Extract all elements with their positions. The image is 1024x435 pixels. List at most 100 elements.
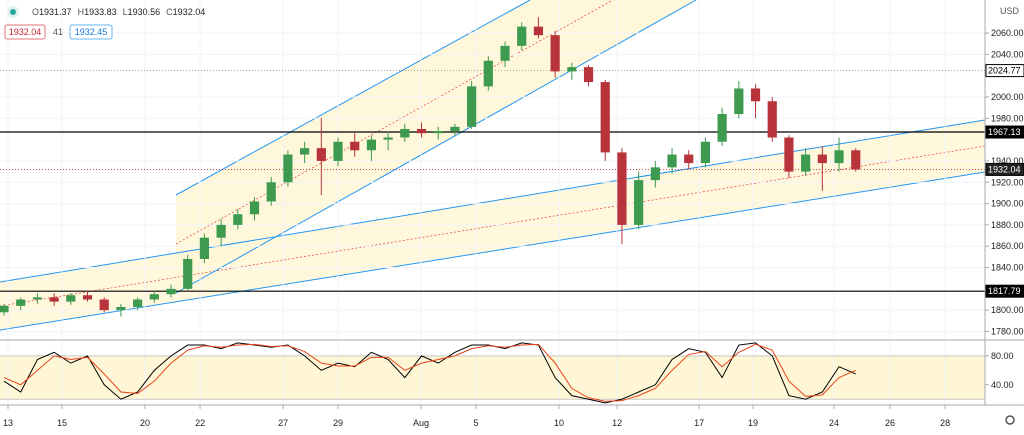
y-tick-label: 1840.00 <box>991 263 1024 273</box>
y-tick-label: 1880.00 <box>991 220 1024 230</box>
candle-body <box>49 297 59 302</box>
candle-body <box>467 86 477 127</box>
candle-body <box>851 150 861 170</box>
ohlc-key: O <box>32 7 39 17</box>
channel-line <box>0 119 986 283</box>
candle-body <box>0 305 9 313</box>
candle-body <box>617 152 627 225</box>
candle-body <box>450 126 460 132</box>
price-label: 1932.04 <box>988 164 1021 174</box>
ohlc-key: L <box>123 7 128 17</box>
candle-body <box>333 141 343 161</box>
channel-line <box>0 171 986 331</box>
channel-line <box>175 0 531 196</box>
ohlc-key: H <box>78 7 85 17</box>
x-tick-label: 20 <box>140 418 150 428</box>
candle-body <box>483 60 493 87</box>
candle-body <box>834 150 844 164</box>
price-label: 1967.13 <box>988 127 1021 137</box>
candle-body <box>533 26 544 36</box>
candle-body <box>416 128 427 134</box>
y-tick-label: 1980.00 <box>991 113 1024 123</box>
candle-body <box>133 299 143 307</box>
x-tick-label: 5 <box>473 418 478 428</box>
price-label-box <box>985 64 1024 78</box>
channel-mid <box>175 0 614 245</box>
candle-body <box>82 295 93 300</box>
candle-body <box>600 82 610 153</box>
x-tick-label: 28 <box>940 418 950 428</box>
badge-text: 1932.04 <box>9 27 42 37</box>
badge-text: 1932.45 <box>75 27 108 37</box>
currency: USD <box>1000 6 1020 16</box>
candle-body <box>116 306 126 311</box>
x-tick-label: 15 <box>57 418 67 428</box>
candle-body <box>283 154 293 183</box>
price-label: 1817.79 <box>988 286 1021 296</box>
badge <box>4 24 46 40</box>
x-tick-label: 24 <box>829 418 839 428</box>
badge-text: 41 <box>53 27 63 37</box>
candle-body <box>400 128 410 138</box>
settings-icon[interactable] <box>1005 415 1015 425</box>
candle-body <box>183 258 193 289</box>
ohlc-key: C <box>166 7 173 17</box>
candle-body <box>717 114 727 142</box>
candle-body <box>300 148 310 155</box>
price-label: 2024.77 <box>988 66 1021 76</box>
stoch-band <box>0 356 985 399</box>
x-tick-label: 26 <box>885 418 895 428</box>
candle-body <box>32 297 43 300</box>
x-tick-label: 17 <box>694 418 704 428</box>
stoch-line <box>3 342 856 404</box>
candle-body <box>216 224 226 238</box>
candle-body <box>233 214 243 225</box>
y-tick-label: 40.00 <box>991 380 1014 390</box>
y-tick-label: 1860.00 <box>991 241 1024 251</box>
ohlc-value: 1932.04 <box>173 7 206 17</box>
y-tick-label: 2040.00 <box>991 49 1024 59</box>
candle-body <box>767 101 777 138</box>
candle-body <box>266 182 276 202</box>
candle-body <box>199 237 210 259</box>
candle-body <box>734 88 744 115</box>
candle-body <box>634 180 644 225</box>
candle-body <box>433 131 443 134</box>
candle-body <box>166 288 176 295</box>
y-tick-label: 2000.00 <box>991 92 1024 102</box>
y-tick-label: 80.00 <box>991 351 1014 361</box>
candle-body <box>383 137 393 140</box>
candle-body <box>784 137 794 172</box>
ohlc-value: 1930.56 <box>128 7 161 17</box>
candle-body <box>316 148 326 161</box>
candle-body <box>817 154 827 164</box>
candle-body <box>567 67 577 72</box>
y-tick-label: 2060.00 <box>991 28 1024 38</box>
candle-body <box>500 45 510 61</box>
x-tick-label: 27 <box>278 418 288 428</box>
candle-body <box>583 67 594 83</box>
x-tick-label: 19 <box>748 418 758 428</box>
candle-body <box>249 201 260 215</box>
price-label-box <box>985 284 1024 298</box>
ohlc-value: 1931.37 <box>39 7 72 17</box>
candle-body <box>667 154 677 168</box>
x-tick-label: 22 <box>195 418 205 428</box>
candle-body <box>66 295 76 302</box>
candle-body <box>750 88 761 102</box>
badge <box>69 24 113 40</box>
price-label-box <box>985 125 1024 139</box>
stoch-line <box>3 343 856 402</box>
candle-body <box>350 141 360 151</box>
candle-body <box>550 35 560 72</box>
price-label-box <box>985 162 1024 176</box>
ohlc-legend: O1931.37 H1933.83 L1930.56 C1932.04 <box>32 7 205 17</box>
y-tick-label: 1920.00 <box>991 177 1024 187</box>
x-tick-label: Aug <box>413 418 429 428</box>
y-tick-label: 1780.00 <box>991 326 1024 336</box>
status-icon <box>10 9 16 15</box>
candle-body <box>650 167 660 181</box>
